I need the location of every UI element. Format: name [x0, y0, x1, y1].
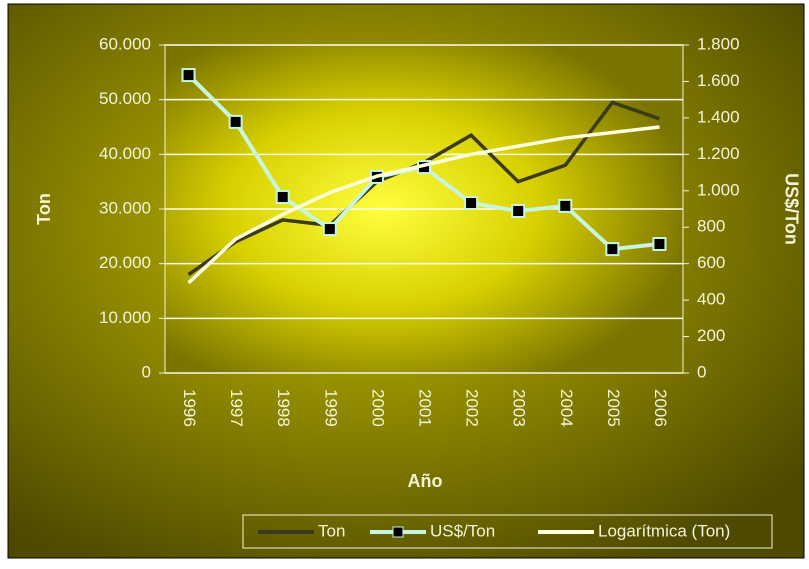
x-tick-label: 2003	[510, 389, 529, 427]
y2-tick-label: 1.600	[697, 71, 740, 90]
y-tick-label: 60.000	[99, 34, 151, 53]
x-tick-label: 1998	[274, 389, 293, 427]
y2-tick-label: 200	[697, 326, 725, 345]
marker	[275, 189, 290, 204]
x-tick-label: 1999	[321, 389, 340, 427]
x-tick-label: 1997	[227, 389, 246, 427]
marker	[228, 114, 243, 129]
y2-tick-label: 400	[697, 290, 725, 309]
x-axis-title: Año	[408, 471, 443, 491]
marker	[652, 236, 667, 251]
legend-label: Logarítmica (Ton)	[598, 521, 730, 540]
x-tick-label: 2005	[604, 389, 623, 427]
y-tick-label: 40.000	[99, 144, 151, 163]
marker	[464, 195, 479, 210]
legend-label: US$/Ton	[430, 521, 495, 540]
x-tick-label: 2002	[463, 389, 482, 427]
x-tick-label: 2006	[651, 389, 670, 427]
marker	[181, 68, 196, 83]
legend-marker	[392, 526, 404, 538]
y2-tick-label: 800	[697, 217, 725, 236]
marker	[558, 198, 573, 213]
legend	[242, 514, 773, 549]
y-tick-label: 30.000	[99, 198, 151, 217]
y2-tick-label: 1.800	[697, 34, 740, 53]
y2-tick-label: 0	[697, 362, 706, 381]
y-tick-label: 0	[142, 362, 151, 381]
marker	[605, 242, 620, 257]
x-tick-label: 2001	[416, 389, 435, 427]
series-line	[187, 125, 660, 285]
y-axis-title: Ton	[34, 193, 54, 225]
y-tick-label: 20.000	[99, 253, 151, 272]
marker	[511, 204, 526, 219]
x-tick-label: 2004	[557, 389, 576, 427]
y-tick-label: 10.000	[99, 308, 151, 327]
y2-axis-title: US$/Ton	[781, 173, 801, 245]
y-tick-label: 50.000	[99, 89, 151, 108]
x-tick-label: 2000	[368, 389, 387, 427]
marker	[322, 222, 337, 237]
y2-tick-label: 600	[697, 253, 725, 272]
y2-tick-label: 1.400	[697, 107, 740, 126]
x-tick-label: 1996	[180, 389, 199, 427]
legend-label: Ton	[318, 521, 345, 540]
y2-tick-label: 1.000	[697, 180, 740, 199]
y2-tick-label: 1.200	[697, 144, 740, 163]
